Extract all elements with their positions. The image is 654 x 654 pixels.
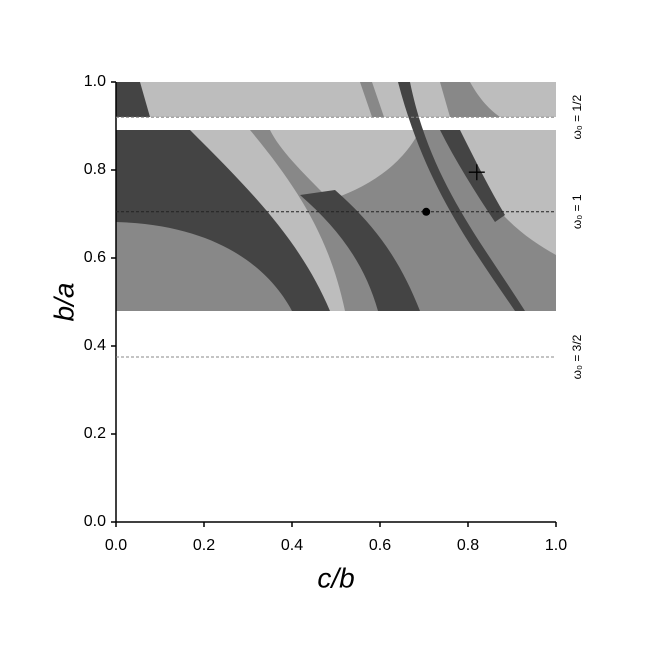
regions bbox=[116, 82, 556, 311]
y-tick-label: 0.4 bbox=[84, 337, 106, 354]
x-tick-label: 1.0 bbox=[545, 537, 567, 554]
region-mid bbox=[360, 82, 384, 117]
x-axis-label: c/b bbox=[317, 562, 354, 593]
marker-point bbox=[422, 207, 431, 216]
x-tick-label: 0.2 bbox=[193, 537, 215, 554]
y-tick-label: 0.0 bbox=[84, 513, 106, 530]
y-tick-label: 1.0 bbox=[84, 73, 106, 90]
y-tick-label: 0.2 bbox=[84, 425, 106, 442]
y-tick-label: 0.8 bbox=[84, 161, 106, 178]
reference-label: ω₀ = 3/2 bbox=[570, 334, 584, 379]
x-tick-label: 0.0 bbox=[105, 537, 127, 554]
region-dark bbox=[398, 82, 525, 311]
marker-plus bbox=[468, 164, 485, 181]
x-tick-label: 0.8 bbox=[457, 537, 479, 554]
region-dark bbox=[116, 82, 150, 117]
x-tick-label: 0.4 bbox=[281, 537, 303, 554]
region-mid bbox=[116, 222, 292, 311]
reference-label: ω₀ = 1 bbox=[570, 194, 584, 229]
y-axis-label: b/a bbox=[48, 283, 79, 322]
region-mid bbox=[440, 82, 500, 117]
reference-label: ω₀ = 1/2 bbox=[570, 95, 584, 140]
x-tick-label: 0.6 bbox=[369, 537, 391, 554]
region-dark bbox=[440, 130, 505, 222]
region-dark bbox=[300, 190, 420, 311]
y-tick-label: 0.6 bbox=[84, 249, 106, 266]
region-mid bbox=[250, 130, 556, 311]
